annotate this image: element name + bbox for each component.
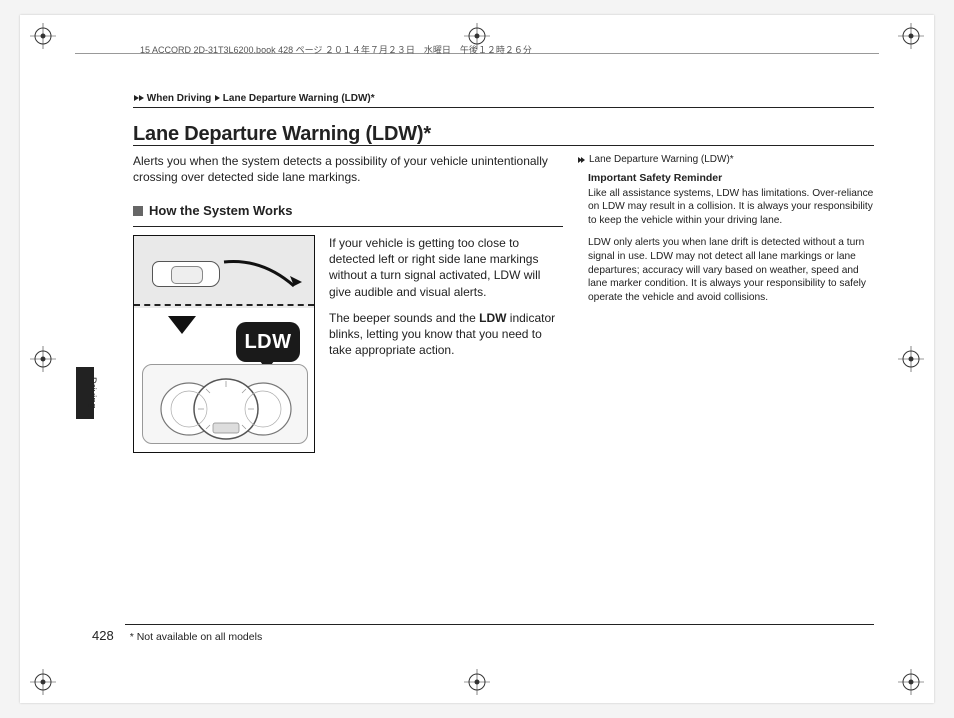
breadcrumb-seg: When Driving — [147, 93, 211, 104]
breadcrumb: When Driving Lane Departure Warning (LDW… — [134, 93, 375, 104]
intro-text: Alerts you when the system detects a pos… — [133, 153, 563, 185]
paragraph: Like all assistance systems, LDW has lim… — [588, 187, 878, 228]
paragraph: If your vehicle is getting too close to … — [329, 235, 563, 300]
footer: 428 * Not available on all models — [92, 628, 262, 643]
left-column: Alerts you when the system detects a pos… — [133, 153, 563, 218]
rule — [133, 226, 563, 227]
sidebar-column: Lane Departure Warning (LDW)* Important … — [578, 153, 878, 313]
crop-mark-icon — [30, 23, 56, 49]
ldw-callout: LDW — [236, 322, 300, 362]
body-row: LDW If your — [133, 235, 563, 453]
subheading-text: How the System Works — [149, 203, 293, 218]
paragraph: LDW only alerts you when lane drift is d… — [588, 236, 878, 305]
diagram-road — [134, 236, 314, 308]
crop-mark-icon — [898, 23, 924, 49]
crop-mark-icon — [898, 669, 924, 695]
rule — [133, 145, 874, 146]
lane-marking — [134, 304, 314, 306]
sidebar-subhead: Important Safety Reminder — [588, 171, 878, 185]
sidebar-title: Lane Departure Warning (LDW)* — [589, 153, 734, 167]
subheading: How the System Works — [133, 203, 563, 218]
ldw-bold: LDW — [479, 311, 506, 325]
crop-mark-icon — [30, 346, 56, 372]
ldw-diagram: LDW — [133, 235, 315, 453]
section-label: Driving — [87, 377, 98, 409]
print-header: 15 ACCORD 2D-31T3L6200.book 428 ページ ２０１４… — [140, 43, 532, 56]
text: The beeper sounds and the — [329, 311, 479, 325]
down-arrow-icon — [168, 316, 196, 334]
triangle-icon — [139, 95, 144, 101]
footnote: * Not available on all models — [130, 631, 263, 643]
triangle-icon — [215, 95, 220, 101]
page: 15 ACCORD 2D-31T3L6200.book 428 ページ ２０１４… — [20, 15, 934, 703]
rule — [125, 624, 874, 625]
drift-arrow-icon — [222, 256, 302, 298]
page-title: Lane Departure Warning (LDW)* — [133, 123, 431, 146]
crop-mark-icon — [464, 669, 490, 695]
crop-mark-icon — [898, 346, 924, 372]
rule — [133, 107, 874, 108]
car-icon — [152, 261, 220, 287]
paragraph: The beeper sounds and the LDW indicator … — [329, 310, 563, 359]
page-number: 428 — [92, 628, 114, 643]
square-bullet-icon — [133, 206, 143, 216]
crop-mark-icon — [30, 669, 56, 695]
instrument-cluster-icon — [142, 364, 308, 444]
body-text: If your vehicle is getting too close to … — [329, 235, 563, 453]
sidebar-heading: Lane Departure Warning (LDW)* — [578, 153, 878, 167]
triangle-icon — [581, 157, 585, 163]
breadcrumb-seg: Lane Departure Warning (LDW)* — [223, 93, 375, 104]
